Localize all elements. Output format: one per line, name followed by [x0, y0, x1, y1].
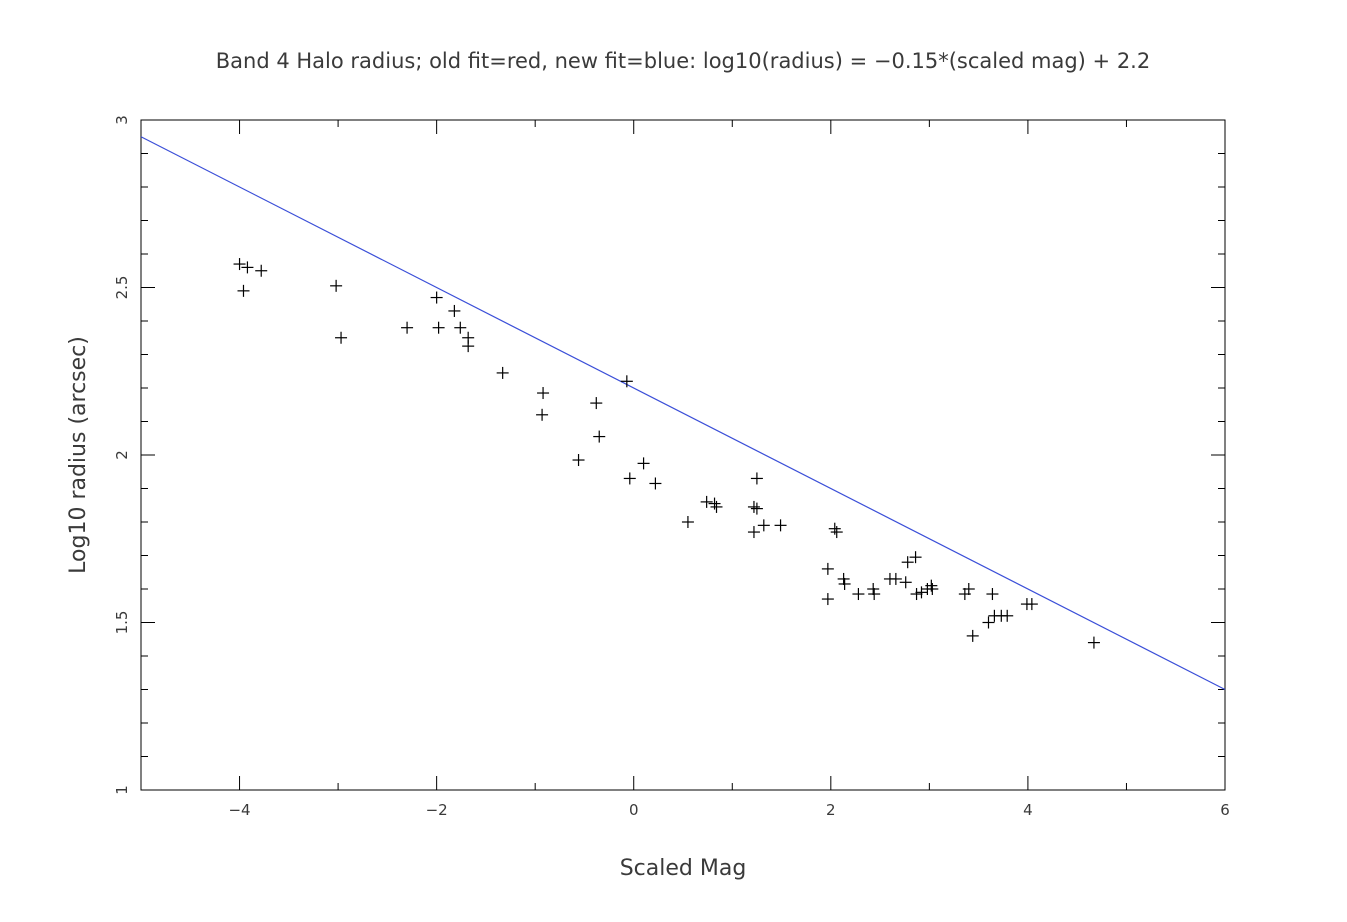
data-point	[909, 551, 922, 564]
fit-line	[140, 136, 1226, 691]
fit-line-path	[140, 136, 1226, 691]
data-point	[537, 387, 550, 400]
data-point	[926, 583, 939, 595]
y-tick-label: 2	[113, 450, 131, 460]
data-point	[572, 454, 585, 467]
data-point	[750, 502, 763, 515]
data-point	[962, 583, 975, 595]
data-point	[899, 576, 912, 589]
data-point	[821, 562, 834, 575]
data-point	[700, 495, 713, 508]
data-point	[590, 397, 603, 410]
data-point	[747, 500, 760, 513]
data-point	[462, 340, 475, 353]
y-tick-label: 2.5	[113, 276, 131, 300]
data-point	[233, 258, 246, 271]
data-point	[774, 519, 787, 532]
data-point	[821, 593, 834, 606]
data-point	[837, 572, 850, 585]
data-points	[233, 258, 1100, 649]
data-point	[620, 375, 633, 388]
data-point	[448, 304, 461, 317]
y-axis-label: Log10 radius (arcsec)	[66, 336, 91, 574]
data-point	[708, 497, 721, 510]
data-point	[750, 472, 763, 485]
x-axis-label: Scaled Mag	[620, 856, 747, 881]
data-point	[747, 526, 760, 539]
y-tick-label: 1.5	[113, 611, 131, 635]
data-point	[1087, 636, 1100, 649]
data-point	[241, 261, 254, 274]
data-point	[867, 583, 880, 595]
x-tick-label: 6	[1220, 801, 1230, 819]
data-point	[710, 500, 723, 513]
data-point	[852, 588, 865, 601]
data-point	[910, 588, 923, 601]
data-point	[454, 321, 467, 334]
y-tick-label: 1	[113, 785, 131, 795]
data-point	[986, 588, 999, 601]
data-point	[536, 408, 549, 421]
plot-frame	[140, 119, 1226, 791]
data-point	[637, 457, 650, 470]
chart-title: Band 4 Halo radius; old fit=red, new fit…	[216, 49, 1150, 73]
x-tick-label: −2	[426, 801, 448, 819]
data-point	[335, 331, 348, 344]
x-tick-label: 4	[1023, 801, 1033, 819]
data-point	[868, 588, 881, 601]
data-point	[757, 519, 770, 532]
data-point	[1001, 609, 1014, 622]
data-point	[430, 291, 443, 304]
data-point	[401, 321, 414, 334]
x-tick-label: 0	[629, 801, 639, 819]
data-point	[838, 577, 851, 590]
data-point	[982, 616, 995, 629]
data-point	[593, 430, 606, 443]
data-point	[828, 522, 841, 535]
data-point	[432, 321, 445, 334]
x-tick-label: −4	[228, 801, 250, 819]
data-point	[966, 629, 979, 642]
data-point	[496, 366, 509, 379]
data-point	[255, 264, 268, 277]
axis-tick-labels: −4 −2 0 2 4 6 1 1.5 2 2.5 3	[113, 115, 1230, 819]
data-point	[623, 472, 636, 485]
data-point	[681, 516, 694, 528]
data-point	[925, 579, 938, 592]
data-point	[830, 526, 843, 539]
data-point	[649, 477, 662, 490]
data-point	[1025, 598, 1038, 611]
data-point	[330, 279, 343, 292]
x-tick-label: 2	[826, 801, 836, 819]
data-point	[915, 586, 928, 599]
axis-ticks	[140, 119, 1226, 791]
data-point	[889, 572, 902, 585]
y-tick-label: 3	[113, 115, 131, 125]
data-point	[237, 284, 250, 297]
data-point	[901, 556, 914, 569]
